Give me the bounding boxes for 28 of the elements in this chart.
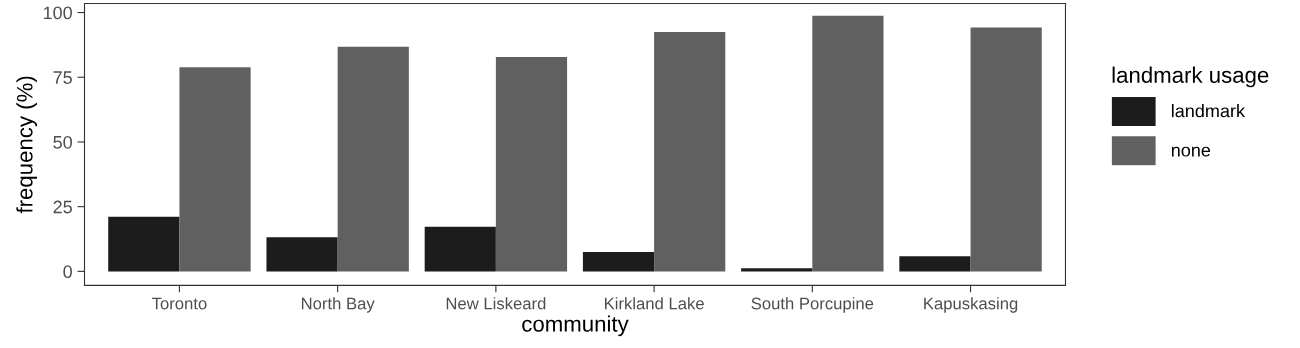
legend-label: none: [1171, 146, 1211, 157]
y-tick-label: 50: [53, 135, 72, 149]
y-tick-label: 25: [53, 200, 72, 214]
y-tick-label: 75: [53, 71, 72, 84]
bar: [266, 237, 338, 272]
bar: [582, 251, 655, 272]
y-tick-label: 0: [63, 265, 72, 279]
x-tick-label: Kapuskasing: [924, 297, 1018, 313]
bar: [424, 226, 496, 272]
bar: [812, 15, 884, 272]
legend-label: landmark: [1171, 104, 1246, 118]
bar: [899, 256, 971, 272]
x-tick-label: Kirkland Lake: [604, 297, 704, 310]
y-tick-label: 100: [43, 6, 72, 20]
bar: [179, 67, 251, 272]
bar: [654, 31, 726, 272]
x-tick-label: Toronto: [152, 297, 207, 310]
x-tick-label: New Liskeard: [446, 297, 546, 310]
y-axis-title: frequency (%): [16, 76, 38, 214]
bar: [337, 46, 409, 272]
bar: [741, 268, 813, 272]
x-axis-title: community: [522, 315, 629, 337]
bar: [495, 57, 568, 272]
x-tick-label: South Porcupine: [751, 297, 874, 313]
bar: [970, 27, 1042, 272]
legend-title: landmark usage: [1112, 66, 1269, 88]
x-tick-label: North Bay: [301, 297, 375, 313]
bar: [108, 216, 180, 272]
